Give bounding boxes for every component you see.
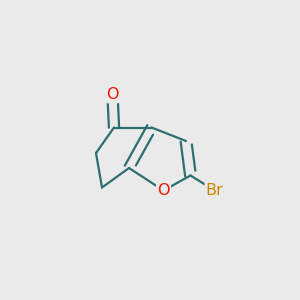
Text: Br: Br	[206, 183, 224, 198]
Text: O: O	[157, 183, 170, 198]
Text: O: O	[106, 87, 119, 102]
